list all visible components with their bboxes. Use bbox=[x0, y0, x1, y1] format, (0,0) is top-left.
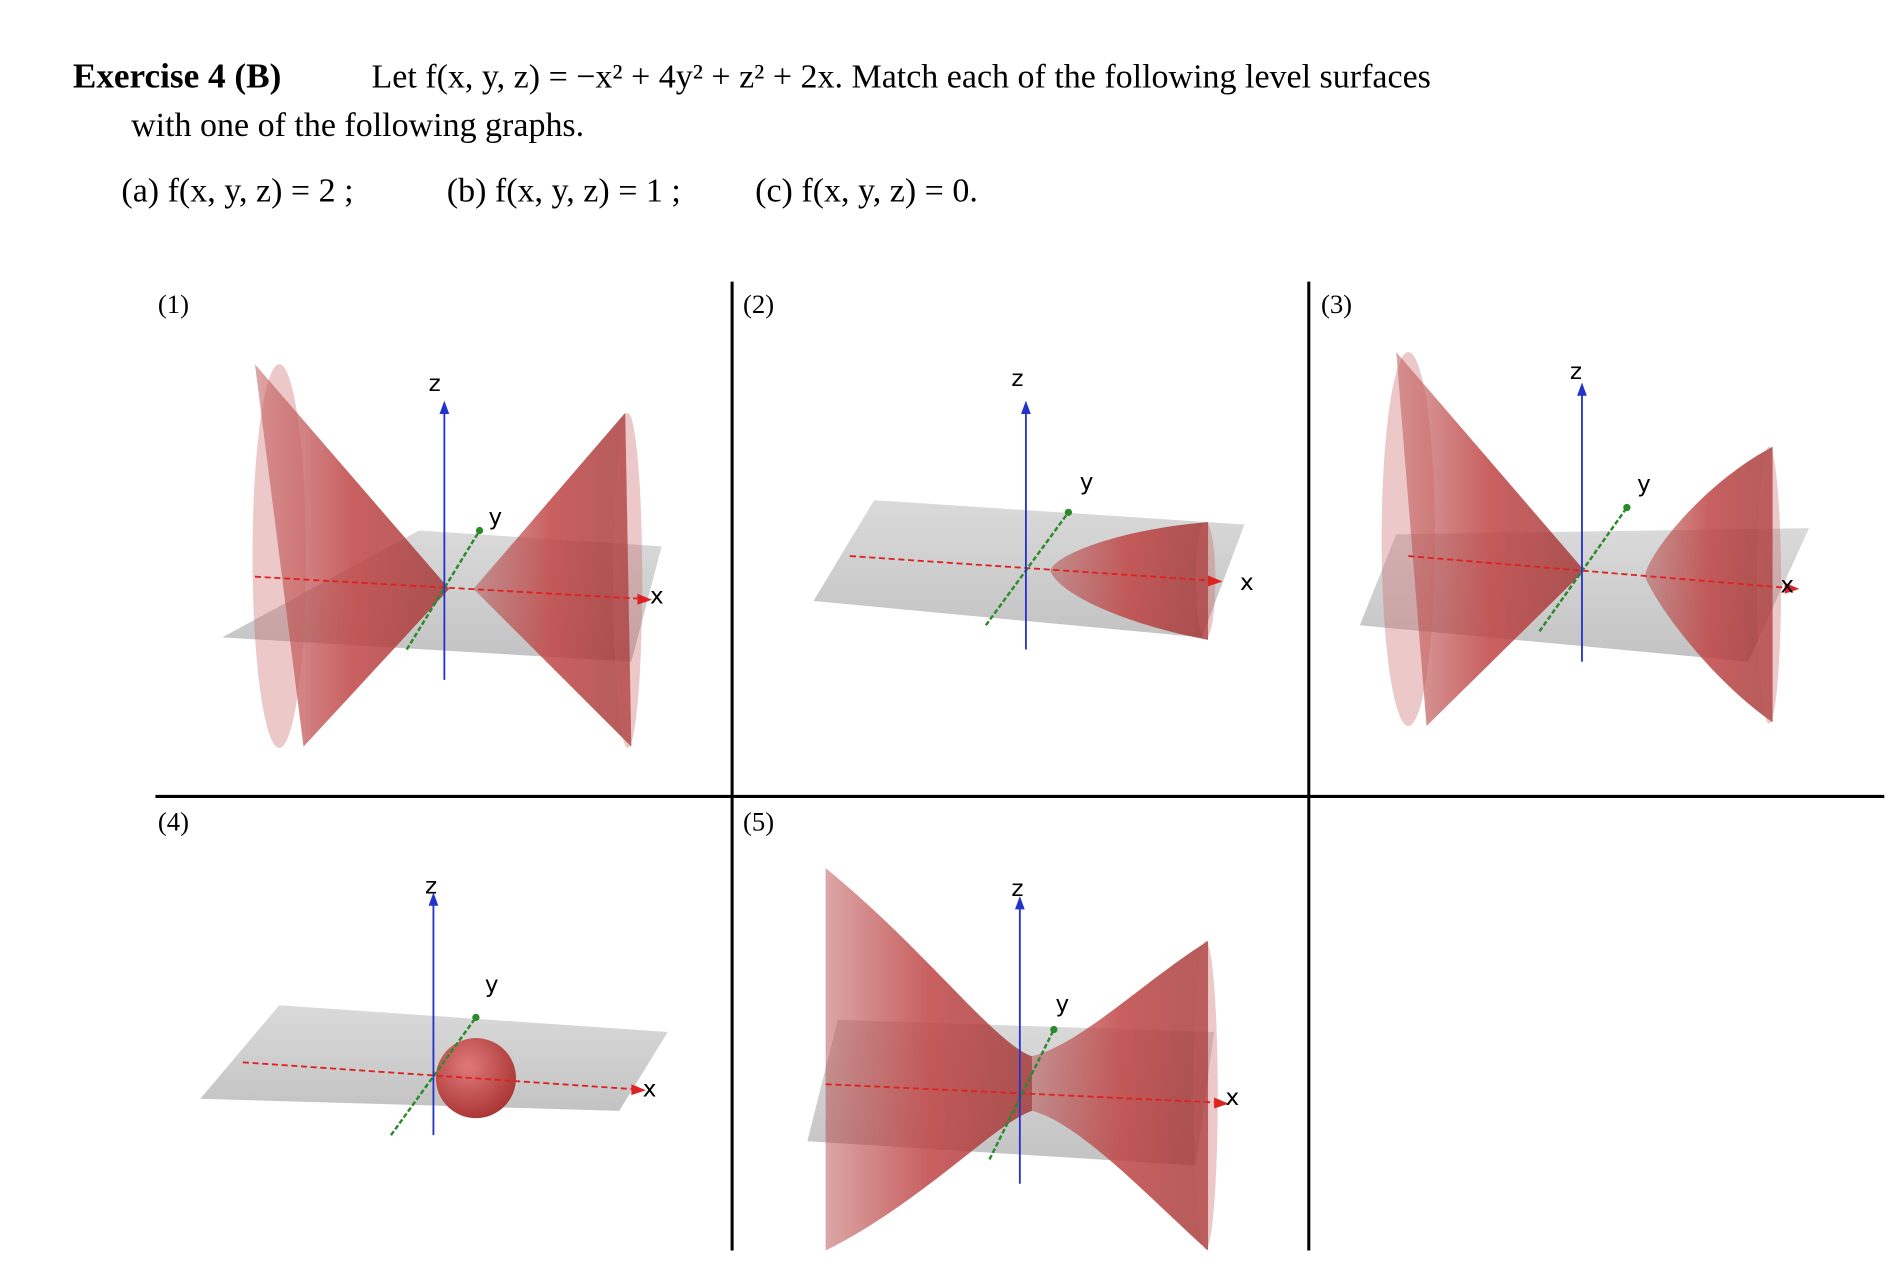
panel: (4) z y x bbox=[158, 806, 668, 1136]
surface-rim bbox=[1381, 352, 1436, 727]
axis-label: y bbox=[1637, 472, 1651, 498]
axis-label: z bbox=[425, 874, 437, 900]
axis-label: y bbox=[489, 504, 503, 530]
surface bbox=[473, 412, 632, 747]
axis-label: z bbox=[429, 371, 441, 397]
x-axis bbox=[242, 1061, 632, 1090]
axis-label: z bbox=[1011, 366, 1023, 392]
axis-label: z bbox=[1570, 359, 1582, 385]
axis-label: z bbox=[1011, 876, 1023, 902]
y-axis bbox=[984, 511, 1070, 626]
z-arrow bbox=[1577, 382, 1587, 396]
panel: (1) z y x bbox=[158, 289, 664, 748]
y-arrow bbox=[1064, 508, 1073, 516]
z-arrow bbox=[1014, 896, 1025, 910]
y-axis bbox=[1538, 506, 1628, 633]
part: (a) f(x, y, z) = 2 ; bbox=[121, 173, 353, 210]
x-axis bbox=[849, 555, 1209, 582]
axis-label: y bbox=[485, 972, 499, 998]
y-arrow bbox=[1050, 1025, 1058, 1034]
panel-label: (5) bbox=[743, 806, 774, 836]
panel: (2) z y x bbox=[743, 289, 1254, 650]
statement-line: with one of the following graphs. bbox=[131, 107, 584, 144]
x-axis bbox=[254, 575, 638, 600]
axis-label: y bbox=[1080, 469, 1094, 495]
surface-rim bbox=[252, 364, 306, 748]
surface bbox=[1050, 522, 1209, 640]
part: (c) f(x, y, z) = 0. bbox=[755, 173, 978, 210]
surface bbox=[1031, 940, 1209, 1251]
surface bbox=[1645, 446, 1773, 723]
axis-label: x bbox=[650, 583, 664, 609]
z-arrow bbox=[428, 892, 439, 906]
x-arrow bbox=[637, 593, 652, 605]
z-arrow bbox=[439, 400, 450, 415]
exercise-label: Exercise 4 (B) bbox=[73, 56, 281, 95]
surface bbox=[254, 364, 450, 747]
x-axis bbox=[1408, 555, 1785, 589]
y-arrow bbox=[1623, 503, 1631, 512]
panel-label: (1) bbox=[158, 289, 189, 319]
x-arrow bbox=[1208, 575, 1223, 587]
axis-label: x bbox=[643, 1076, 657, 1102]
axis-label: x bbox=[1225, 1085, 1239, 1111]
surface-rim bbox=[1756, 446, 1782, 724]
y-axis bbox=[988, 1029, 1055, 1161]
surface bbox=[1396, 352, 1585, 727]
x-arrow bbox=[1784, 582, 1800, 594]
panel: (5) z y x bbox=[743, 806, 1239, 1251]
part: (b) f(x, y, z) = 1 ; bbox=[447, 173, 681, 210]
axis-label: x bbox=[1780, 572, 1794, 598]
y-axis bbox=[389, 1016, 477, 1136]
panel: (3) z y x bbox=[1321, 289, 1810, 727]
surface-rim bbox=[1193, 940, 1218, 1250]
z-arrow bbox=[1021, 400, 1031, 415]
y-arrow bbox=[475, 526, 484, 535]
surface-rim bbox=[1195, 522, 1216, 639]
surface bbox=[825, 868, 1032, 1251]
panel-label: (3) bbox=[1321, 289, 1352, 319]
statement-line: Let f(x, y, z) = −x² + 4y² + z² + 2x. Ma… bbox=[372, 58, 1431, 95]
content: Exercise 4 (B) Let f(x, y, z) = −x² + 4y… bbox=[73, 56, 1885, 1251]
axis-label: y bbox=[1056, 991, 1070, 1017]
axis-label: x bbox=[1240, 570, 1254, 596]
x-arrow bbox=[1214, 1097, 1229, 1109]
panel-label: (2) bbox=[743, 289, 774, 319]
y-axis bbox=[405, 529, 481, 651]
surface-rim bbox=[613, 412, 643, 748]
panel-label: (4) bbox=[158, 806, 189, 836]
y-arrow bbox=[472, 1013, 480, 1022]
x-arrow bbox=[631, 1084, 646, 1096]
